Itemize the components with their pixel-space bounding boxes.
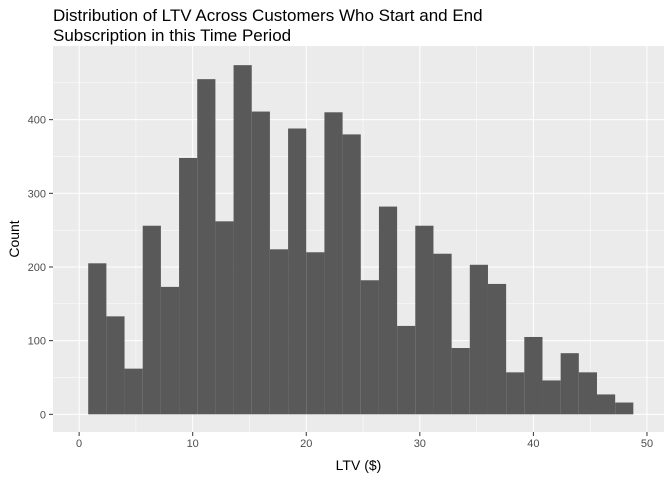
x-tick-label: 0 xyxy=(76,438,82,450)
histogram-bar xyxy=(615,402,634,415)
histogram-bar xyxy=(506,372,525,415)
x-tick-label: 20 xyxy=(300,438,312,450)
x-axis-ticks: 0 10 20 30 40 50 xyxy=(76,432,653,450)
x-tick-label: 40 xyxy=(527,438,539,450)
histogram-bar xyxy=(415,225,434,415)
y-tick-label: 300 xyxy=(28,188,46,200)
x-tick-label: 50 xyxy=(641,438,653,450)
histogram-bar xyxy=(106,316,125,415)
histogram-bar xyxy=(487,283,507,415)
histogram-bar xyxy=(88,263,107,415)
chart-title: Distribution of LTV Across Customers Who… xyxy=(53,6,483,46)
histogram-bar xyxy=(179,157,198,415)
x-tick-label: 10 xyxy=(187,438,199,450)
histogram-bars xyxy=(88,65,634,415)
histogram-bar xyxy=(306,252,325,415)
histogram-bar xyxy=(160,286,180,415)
histogram-bar xyxy=(469,264,488,415)
histogram-bar xyxy=(596,394,616,415)
histogram-bar xyxy=(269,249,289,415)
chart-title-line-1: Distribution of LTV Across Customers Who… xyxy=(53,6,483,25)
histogram-bar xyxy=(378,206,398,415)
histogram-bar xyxy=(142,225,161,415)
histogram-bar xyxy=(542,380,561,415)
histogram-bar xyxy=(124,368,143,415)
histogram-bar xyxy=(451,348,470,415)
histogram-bar xyxy=(324,112,343,415)
histogram-bar xyxy=(578,372,597,415)
y-tick-label: 400 xyxy=(28,115,46,127)
histogram-bar xyxy=(288,128,307,415)
histogram-bar xyxy=(397,325,416,415)
histogram-bar xyxy=(524,336,543,415)
histogram-bar xyxy=(233,65,252,415)
x-axis-title: LTV ($) xyxy=(336,457,382,473)
histogram-bar xyxy=(251,111,270,415)
y-tick-label: 100 xyxy=(28,336,46,348)
x-tick-label: 30 xyxy=(414,438,426,450)
y-axis-title: Count xyxy=(6,220,22,257)
histogram-bar xyxy=(433,253,452,415)
histogram-bar xyxy=(560,353,579,415)
histogram-bar xyxy=(215,221,234,415)
histogram-bar xyxy=(197,79,216,415)
y-axis-ticks: 0 100 200 300 400 xyxy=(28,115,53,421)
y-tick-label: 200 xyxy=(28,262,46,274)
chart-title-line-2: Subscription in this Time Period xyxy=(53,26,292,45)
histogram-bar xyxy=(342,134,361,415)
y-tick-label: 0 xyxy=(40,409,46,421)
histogram-bar xyxy=(360,280,379,415)
